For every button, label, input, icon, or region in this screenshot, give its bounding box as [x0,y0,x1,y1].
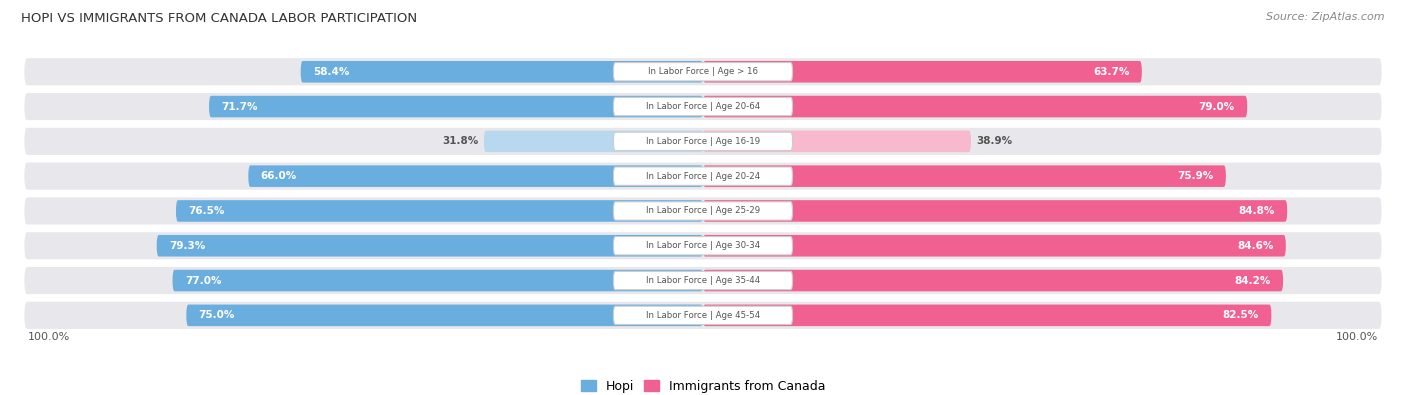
FancyBboxPatch shape [24,93,1382,120]
FancyBboxPatch shape [703,235,1286,256]
FancyBboxPatch shape [173,270,703,292]
FancyBboxPatch shape [703,166,1226,187]
FancyBboxPatch shape [24,58,1382,85]
Text: In Labor Force | Age > 16: In Labor Force | Age > 16 [648,67,758,76]
Text: 84.8%: 84.8% [1239,206,1275,216]
FancyBboxPatch shape [613,237,793,255]
Text: In Labor Force | Age 45-54: In Labor Force | Age 45-54 [645,311,761,320]
FancyBboxPatch shape [613,167,793,185]
Text: 71.7%: 71.7% [221,102,257,111]
Text: 82.5%: 82.5% [1223,310,1258,320]
FancyBboxPatch shape [156,235,703,256]
Text: Source: ZipAtlas.com: Source: ZipAtlas.com [1267,12,1385,22]
FancyBboxPatch shape [24,163,1382,190]
FancyBboxPatch shape [24,128,1382,155]
FancyBboxPatch shape [703,61,1142,83]
FancyBboxPatch shape [484,131,703,152]
FancyBboxPatch shape [613,306,793,325]
Text: In Labor Force | Age 30-34: In Labor Force | Age 30-34 [645,241,761,250]
Text: 63.7%: 63.7% [1092,67,1129,77]
FancyBboxPatch shape [703,305,1271,326]
FancyBboxPatch shape [186,305,703,326]
Text: 79.3%: 79.3% [169,241,205,251]
Text: 38.9%: 38.9% [977,136,1012,147]
FancyBboxPatch shape [613,202,793,220]
FancyBboxPatch shape [703,131,972,152]
Text: 84.6%: 84.6% [1237,241,1274,251]
FancyBboxPatch shape [249,166,703,187]
FancyBboxPatch shape [613,132,793,150]
Text: 100.0%: 100.0% [1336,332,1378,342]
Text: In Labor Force | Age 20-24: In Labor Force | Age 20-24 [645,172,761,181]
Text: 79.0%: 79.0% [1198,102,1234,111]
Legend: Hopi, Immigrants from Canada: Hopi, Immigrants from Canada [575,375,831,395]
FancyBboxPatch shape [24,302,1382,329]
Text: 84.2%: 84.2% [1234,276,1271,286]
Text: 75.0%: 75.0% [198,310,235,320]
FancyBboxPatch shape [24,267,1382,294]
Text: In Labor Force | Age 20-64: In Labor Force | Age 20-64 [645,102,761,111]
FancyBboxPatch shape [613,62,793,81]
FancyBboxPatch shape [703,200,1288,222]
Text: In Labor Force | Age 35-44: In Labor Force | Age 35-44 [645,276,761,285]
FancyBboxPatch shape [613,98,793,116]
FancyBboxPatch shape [209,96,703,117]
FancyBboxPatch shape [613,271,793,290]
FancyBboxPatch shape [703,270,1284,292]
Text: 66.0%: 66.0% [260,171,297,181]
Text: In Labor Force | Age 16-19: In Labor Force | Age 16-19 [645,137,761,146]
Text: 77.0%: 77.0% [186,276,221,286]
FancyBboxPatch shape [703,96,1247,117]
Text: 31.8%: 31.8% [441,136,478,147]
FancyBboxPatch shape [301,61,703,83]
Text: 100.0%: 100.0% [28,332,70,342]
FancyBboxPatch shape [24,198,1382,224]
Text: 58.4%: 58.4% [314,67,350,77]
Text: 75.9%: 75.9% [1177,171,1213,181]
FancyBboxPatch shape [176,200,703,222]
Text: 76.5%: 76.5% [188,206,225,216]
FancyBboxPatch shape [24,232,1382,259]
Text: HOPI VS IMMIGRANTS FROM CANADA LABOR PARTICIPATION: HOPI VS IMMIGRANTS FROM CANADA LABOR PAR… [21,12,418,25]
Text: In Labor Force | Age 25-29: In Labor Force | Age 25-29 [645,207,761,215]
